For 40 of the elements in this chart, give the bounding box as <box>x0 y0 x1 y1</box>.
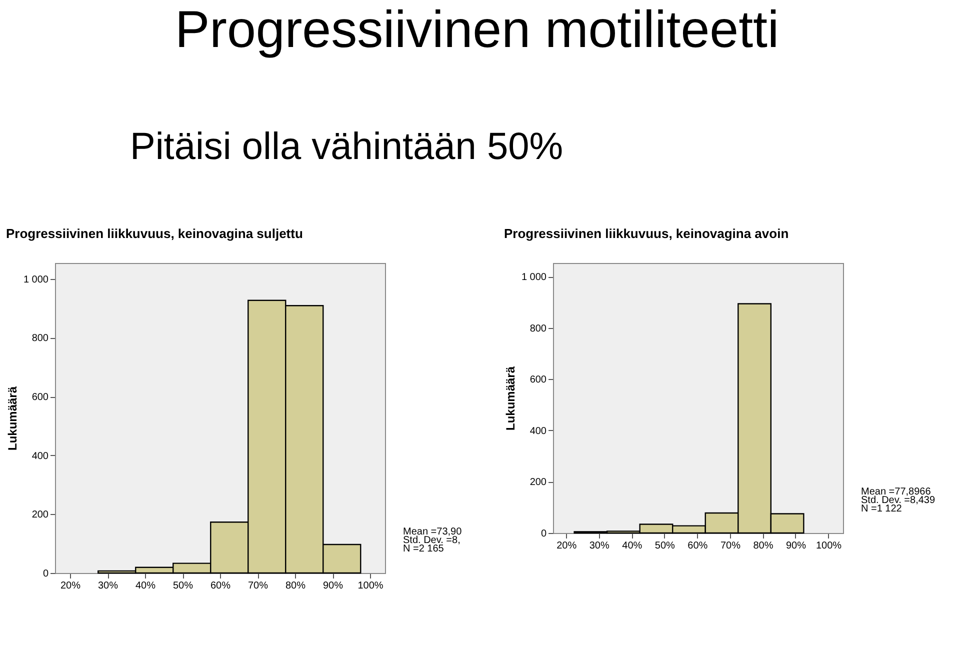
x-tick-label: 50% <box>654 540 676 552</box>
y-tick-label: 800 <box>32 333 49 344</box>
text: Std. Dev. =8,439 <box>861 495 936 506</box>
text: N =1 122 <box>861 504 902 515</box>
y-tick-label: 200 <box>32 510 49 521</box>
x-tick-label: 90% <box>786 540 806 552</box>
x-tick-label: 90% <box>322 580 344 592</box>
y-tick-label: 600 <box>32 392 49 404</box>
x-tick-label: 40% <box>622 540 642 552</box>
y-tick-label: 1 000 <box>521 272 547 284</box>
x-tick-label: 40% <box>135 580 156 592</box>
y-tick-label: 400 <box>530 426 547 437</box>
text: Pitäisi olla vähintään 50% <box>130 126 564 168</box>
x-tick-label: 70% <box>248 580 268 592</box>
y-tick-label: 0 <box>540 528 547 540</box>
x-tick-label: 100% <box>358 580 384 592</box>
y-tick-label: 600 <box>530 374 547 386</box>
x-tick-label: 100% <box>816 540 842 552</box>
x-tick-label: 80% <box>753 540 774 552</box>
y-axis-title: Lukumäärä <box>503 366 518 431</box>
x-tick-label: 70% <box>720 540 741 552</box>
chart-title: Progressiivinen liikkuvuus, keinovagina suljettu <box>6 226 303 241</box>
x-tick-label: 30% <box>98 580 118 592</box>
chart-title: Progressiivinen liikkuvuus, keinovagina avoin <box>504 226 789 241</box>
x-tick-label: 80% <box>285 580 306 592</box>
y-tick-label: 0 <box>42 568 49 580</box>
x-tick-label: 60% <box>688 540 708 552</box>
y-axis-title: Lukumäärä <box>5 386 20 451</box>
x-tick-label: 20% <box>556 540 577 552</box>
x-tick-label: 50% <box>172 580 194 592</box>
y-tick-label: 1 000 <box>23 274 49 286</box>
y-tick-label: 200 <box>530 477 547 488</box>
x-tick-label: 20% <box>60 580 81 592</box>
x-tick-label: 30% <box>589 540 610 552</box>
text: Std. Dev. =8, <box>403 535 460 546</box>
y-tick-label: 400 <box>32 450 49 462</box>
text: Progressiivinen motiliteetti <box>175 1 780 59</box>
text: N =2 165 <box>403 544 444 555</box>
x-tick-label: 60% <box>210 580 231 592</box>
y-tick-label: 800 <box>530 323 547 334</box>
